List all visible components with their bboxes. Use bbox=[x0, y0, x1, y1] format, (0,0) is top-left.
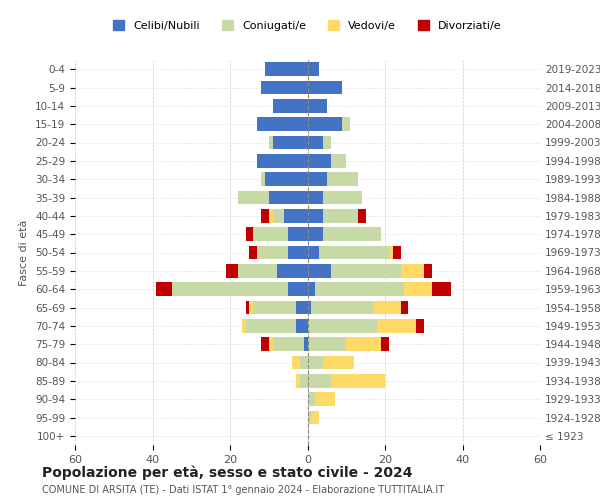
Bar bbox=[245, 300, 250, 314]
Bar bbox=[308, 246, 319, 260]
Bar bbox=[308, 99, 327, 112]
Bar bbox=[308, 319, 377, 332]
Bar bbox=[315, 392, 335, 406]
Bar bbox=[401, 300, 408, 314]
Bar bbox=[311, 410, 319, 424]
Bar bbox=[308, 228, 323, 241]
Bar bbox=[308, 300, 311, 314]
Bar bbox=[373, 300, 401, 314]
Bar bbox=[250, 300, 253, 314]
Bar bbox=[157, 282, 172, 296]
Bar bbox=[300, 374, 308, 388]
Bar bbox=[304, 338, 308, 351]
Bar bbox=[308, 172, 327, 186]
Bar bbox=[308, 338, 346, 351]
Bar bbox=[393, 246, 401, 260]
Text: COMUNE DI ARSITA (TE) - Dati ISTAT 1° gennaio 2024 - Elaborazione TUTTITALIA.IT: COMUNE DI ARSITA (TE) - Dati ISTAT 1° ge… bbox=[42, 485, 444, 495]
Bar bbox=[272, 338, 304, 351]
Bar bbox=[257, 154, 308, 168]
Bar bbox=[308, 136, 323, 149]
Bar bbox=[308, 118, 343, 131]
Bar bbox=[245, 228, 253, 241]
Bar bbox=[265, 172, 308, 186]
Bar bbox=[308, 356, 323, 370]
Bar bbox=[308, 209, 323, 222]
Bar bbox=[257, 118, 308, 131]
Bar bbox=[308, 374, 331, 388]
Bar bbox=[288, 282, 308, 296]
Bar bbox=[377, 319, 416, 332]
Bar bbox=[226, 264, 238, 278]
Bar bbox=[401, 264, 424, 278]
Bar bbox=[172, 282, 288, 296]
Bar bbox=[308, 154, 331, 168]
Bar bbox=[308, 392, 315, 406]
Bar bbox=[308, 282, 315, 296]
Bar bbox=[424, 264, 431, 278]
Bar bbox=[261, 209, 269, 222]
Text: Popolazione per età, sesso e stato civile - 2024: Popolazione per età, sesso e stato civil… bbox=[42, 465, 413, 479]
Bar bbox=[284, 209, 308, 222]
Bar bbox=[308, 264, 331, 278]
Bar bbox=[323, 190, 362, 204]
Bar bbox=[358, 209, 365, 222]
Bar bbox=[242, 319, 245, 332]
Bar bbox=[269, 136, 272, 149]
Bar bbox=[250, 246, 257, 260]
Bar bbox=[269, 338, 272, 351]
Bar bbox=[269, 209, 272, 222]
Bar bbox=[323, 228, 381, 241]
Bar bbox=[311, 300, 373, 314]
Bar bbox=[253, 300, 296, 314]
Bar bbox=[300, 356, 308, 370]
Bar bbox=[272, 209, 284, 222]
Bar bbox=[308, 80, 343, 94]
Bar bbox=[245, 319, 296, 332]
Bar bbox=[343, 118, 350, 131]
Bar bbox=[323, 209, 358, 222]
Y-axis label: Fasce di età: Fasce di età bbox=[19, 220, 29, 286]
Bar bbox=[261, 338, 269, 351]
Bar bbox=[272, 136, 308, 149]
Bar bbox=[296, 319, 308, 332]
Bar bbox=[277, 264, 308, 278]
Bar bbox=[261, 80, 308, 94]
Bar bbox=[404, 282, 431, 296]
Bar bbox=[288, 246, 308, 260]
Bar bbox=[269, 190, 308, 204]
Bar bbox=[323, 136, 331, 149]
Bar bbox=[292, 356, 300, 370]
Bar bbox=[416, 319, 424, 332]
Bar bbox=[261, 172, 265, 186]
Bar bbox=[327, 172, 358, 186]
Bar bbox=[381, 338, 389, 351]
Bar bbox=[308, 190, 323, 204]
Bar bbox=[288, 228, 308, 241]
Bar bbox=[238, 190, 269, 204]
Bar bbox=[253, 228, 288, 241]
Legend: Celibi/Nubili, Coniugati/e, Vedovi/e, Divorziati/e: Celibi/Nubili, Coniugati/e, Vedovi/e, Di… bbox=[109, 16, 506, 35]
Bar bbox=[308, 410, 311, 424]
Bar bbox=[323, 356, 354, 370]
Bar bbox=[346, 338, 381, 351]
Bar bbox=[431, 282, 451, 296]
Bar bbox=[257, 246, 288, 260]
Bar bbox=[308, 62, 319, 76]
Bar bbox=[331, 374, 385, 388]
Bar bbox=[389, 246, 393, 260]
Bar bbox=[296, 300, 308, 314]
Bar bbox=[331, 154, 346, 168]
Bar bbox=[315, 282, 404, 296]
Bar bbox=[319, 246, 389, 260]
Bar bbox=[265, 62, 308, 76]
Bar bbox=[331, 264, 401, 278]
Bar bbox=[272, 99, 308, 112]
Bar bbox=[238, 264, 277, 278]
Bar bbox=[296, 374, 300, 388]
